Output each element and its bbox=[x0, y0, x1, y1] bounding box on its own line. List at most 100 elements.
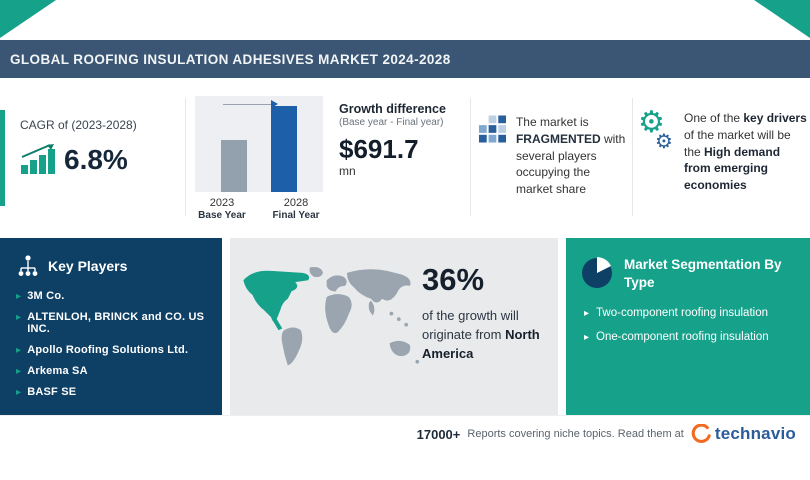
segmentation-item-label: Two-component roofing insulation bbox=[596, 307, 768, 320]
market-structure-panel: The market is FRAGMENTED with several pl… bbox=[470, 78, 632, 236]
fragmented-highlight: FRAGMENTED bbox=[515, 131, 601, 146]
driver-bold2: High demand from emerging economies bbox=[684, 144, 781, 193]
cagr-value-row: 6.8% bbox=[20, 144, 179, 174]
footer-bar: 17000+ Reports covering niche topics. Re… bbox=[0, 415, 810, 480]
segmentation-item: ▸ One-component roofing insulation bbox=[584, 331, 806, 343]
key-player-name: BASF SE bbox=[27, 386, 77, 398]
arrow-bullet-icon: ▸ bbox=[16, 387, 22, 398]
bar-year: 2028 bbox=[283, 197, 309, 209]
world-map bbox=[243, 266, 420, 366]
bar-2023-label: 2023 Base Year bbox=[197, 197, 247, 221]
bar-2023 bbox=[221, 140, 247, 192]
map-island bbox=[389, 311, 394, 316]
mini-bar-chart: 2023 Base Year 2028 Final Year bbox=[195, 96, 323, 236]
footer-row: 17000+ Reports covering niche topics. Re… bbox=[417, 424, 796, 444]
key-driver-panel: ⚙ ⚙ One of the key drivers of the market… bbox=[632, 78, 810, 236]
arc-swoosh-icon bbox=[691, 424, 711, 443]
key-player-name: 3M Co. bbox=[27, 290, 65, 302]
key-player-item: ▸ 3M Co. bbox=[16, 290, 212, 302]
driver-bold1: key drivers bbox=[743, 111, 807, 125]
bar-caption: Final Year bbox=[272, 210, 320, 221]
stats-row: CAGR of (2023-2028) 6.8% bbox=[0, 78, 810, 236]
corner-accent-top-left bbox=[0, 0, 56, 38]
gear-large-icon: ⚙ bbox=[638, 106, 665, 139]
driver-pre: One of the bbox=[684, 111, 744, 125]
bar-chart-plot-area bbox=[195, 96, 323, 192]
key-player-item: ▸ Apollo Roofing Solutions Ltd. bbox=[16, 344, 212, 356]
teal-accent-bar bbox=[0, 110, 5, 206]
segmentation-title: Market Segmentation By Type bbox=[624, 257, 782, 290]
grid-squares-icon bbox=[478, 115, 507, 143]
key-player-name: Arkema SA bbox=[27, 365, 88, 377]
fragmented-post: with several players occupying the marke… bbox=[515, 131, 626, 197]
growth-difference-value: $691.7 bbox=[339, 134, 419, 164]
arrow-bullet-icon: ▸ bbox=[16, 366, 22, 377]
arrow-bullet-icon: ▸ bbox=[584, 332, 590, 344]
growth-difference-subtitle: (Base year - Final year) bbox=[339, 117, 444, 128]
org-chart-icon bbox=[18, 255, 38, 276]
segmentation-item-label: One-component roofing insulation bbox=[596, 331, 769, 344]
map-africa bbox=[325, 294, 352, 334]
key-players-header: Key Players bbox=[16, 254, 212, 278]
cagr-panel: CAGR of (2023-2028) 6.8% bbox=[0, 78, 185, 236]
divider bbox=[185, 98, 186, 216]
arrow-bullet-icon: ▸ bbox=[16, 345, 22, 356]
map-new-zealand bbox=[415, 359, 420, 364]
fragmented-pre: The market is bbox=[515, 115, 589, 129]
map-europe bbox=[326, 275, 347, 292]
page-title: GLOBAL ROOFING INSULATION ADHESIVES MARK… bbox=[10, 51, 451, 67]
key-players-title: Key Players bbox=[48, 258, 128, 274]
segmentation-list: ▸ Two-component roofing insulation ▸ One-c… bbox=[584, 307, 806, 343]
bar-year: 2023 bbox=[209, 197, 235, 209]
key-players-list: ▸ 3M Co. ▸ ALTENLOH, BRINCK and CO. US INC… bbox=[16, 290, 212, 398]
bar-caption: Base Year bbox=[198, 210, 246, 221]
map-north-america bbox=[243, 270, 310, 322]
map-central-america bbox=[273, 319, 283, 331]
divider bbox=[632, 98, 633, 216]
key-player-item: ▸ ALTENLOH, BRINCK and CO. US INC. bbox=[16, 311, 212, 335]
key-players-panel: Key Players ▸ 3M Co. ▸ ALTENLOH, BRINCK an… bbox=[0, 238, 222, 415]
technavio-logo[interactable]: technavio bbox=[691, 424, 796, 444]
growth-difference-connector bbox=[223, 100, 278, 108]
segmentation-header: Market Segmentation By Type bbox=[580, 256, 806, 291]
arrow-bullet-icon: ▸ bbox=[16, 291, 22, 302]
key-driver-text: One of the key drivers of the market wil… bbox=[684, 110, 808, 236]
map-island bbox=[404, 322, 409, 327]
header-bar: GLOBAL ROOFING INSULATION ADHESIVES MARK… bbox=[0, 40, 810, 78]
divider bbox=[470, 98, 471, 216]
footer-caption: Reports covering niche topics. Read them… bbox=[467, 428, 684, 440]
key-player-item: ▸ Arkema SA bbox=[16, 365, 212, 377]
bar-2028 bbox=[271, 106, 297, 192]
map-india bbox=[368, 300, 375, 316]
region-growth-value: 36% bbox=[422, 262, 485, 297]
map-asia bbox=[347, 269, 411, 303]
cagr-label: CAGR of (2023-2028) bbox=[20, 118, 137, 132]
market-structure-text: The market is FRAGMENTED with several pl… bbox=[516, 114, 628, 236]
region-growth-line: of the growth will originate from bbox=[422, 308, 519, 342]
map-greenland bbox=[309, 266, 323, 278]
gear-small-icon: ⚙ bbox=[655, 131, 673, 153]
brand-name: technavio bbox=[714, 424, 796, 443]
region-growth-panel: 36% of the growth will originate from No… bbox=[230, 238, 558, 415]
growth-difference-title: Growth difference bbox=[339, 102, 446, 116]
bar-2028-label: 2028 Final Year bbox=[271, 197, 321, 221]
region-name: North America bbox=[422, 326, 540, 361]
gears-icon: ⚙ ⚙ bbox=[638, 106, 678, 166]
report-count: 17000+ bbox=[416, 426, 461, 442]
map-island bbox=[396, 317, 401, 321]
region-growth-caption: of the growth will originate from North … bbox=[422, 307, 548, 364]
segmentation-item: ▸ Two-component roofing insulation bbox=[584, 307, 806, 319]
region-growth-text: 36% of the growth will originate from No… bbox=[422, 264, 548, 364]
arrow-bullet-icon: ▸ bbox=[16, 312, 22, 323]
driver-mid: of the market will be the bbox=[684, 127, 791, 159]
corner-accent-top-right bbox=[754, 0, 810, 38]
arrow-bullet-icon: ▸ bbox=[584, 308, 590, 320]
map-south-america bbox=[281, 327, 303, 366]
key-player-item: ▸ BASF SE bbox=[16, 386, 212, 398]
growth-difference-note: Growth difference (Base year - Final yea… bbox=[339, 96, 446, 236]
key-player-name: Apollo Roofing Solutions Ltd. bbox=[27, 344, 189, 356]
segmentation-panel: Market Segmentation By Type ▸ Two-compone… bbox=[566, 238, 810, 415]
cagr-value: 6.8% bbox=[64, 144, 128, 175]
pie-chart-icon bbox=[582, 257, 612, 288]
